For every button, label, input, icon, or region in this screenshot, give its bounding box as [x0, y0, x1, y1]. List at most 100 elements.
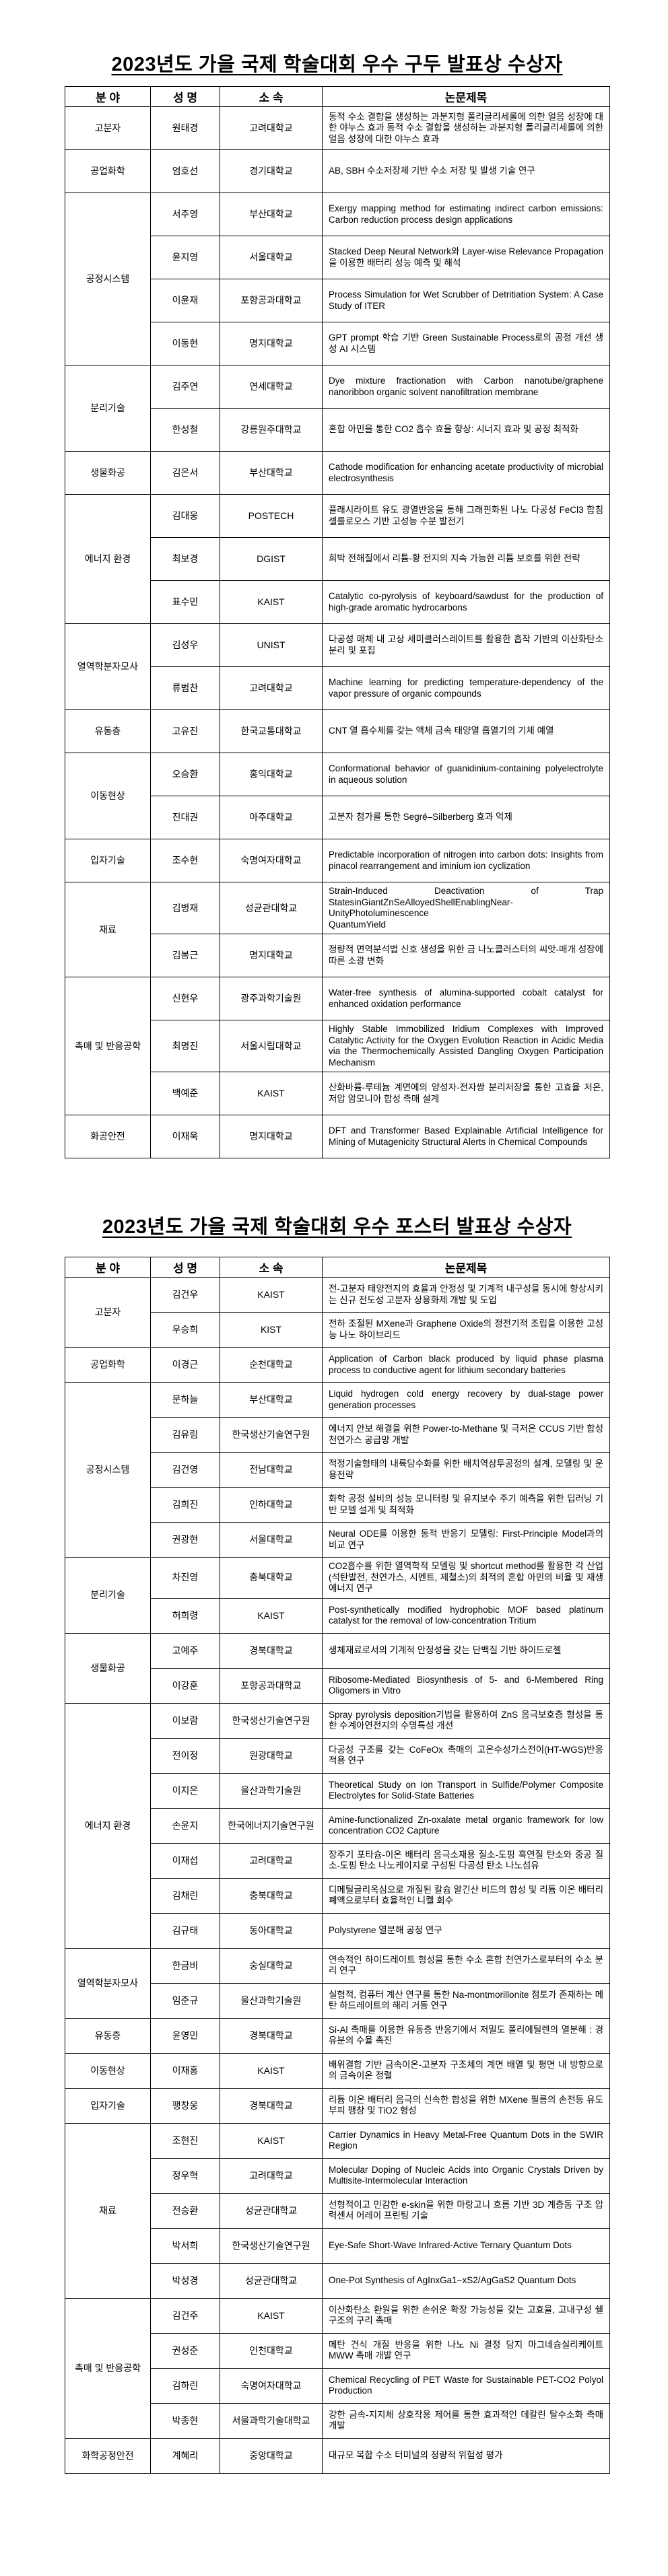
- name-cell: 최보경: [150, 537, 220, 581]
- table-row: 생물화공 고예주 경북대학교 생체재료로서의 기계적 안정성을 갖는 단백질 기반 하…: [65, 1632, 610, 1704]
- affiliation-cell: KAIST: [220, 2297, 323, 2334]
- table-row: 촉매 및 반응공학 신현우 광주과학기술원 Water-free synthesis …: [65, 977, 610, 1115]
- affiliation-cell: 서울시립대학교: [220, 1020, 323, 1072]
- affiliation-cell: 울산과학기술원: [220, 1772, 323, 1809]
- paper-title-cell: 정량적 면역분석법 신호 생성을 위한 금 나노클러스터의 씨앗-매개 성장에 …: [322, 934, 610, 977]
- affiliation-cell: 인하대학교: [220, 1487, 323, 1523]
- paper-title-cell: 연속적인 하이드레이트 형성을 통한 수소 혼합 천연가스로부터의 수소 분리 …: [322, 1947, 610, 1984]
- name-cell: 이재홍: [150, 2052, 220, 2089]
- paper-title-cell: 이산화탄소 환원을 위한 손쉬운 확장 가능성을 갖는 고효율, 고내구성 쉘 …: [322, 2297, 610, 2334]
- paper-title-cell: 에너지 안보 해결을 위한 Power-to-Methane 및 극저온 CCU…: [322, 1417, 610, 1453]
- paper-title-cell: Catalytic co-pyrolysis of keyboard/sawdu…: [322, 580, 610, 624]
- paper-title-cell: 희박 전해질에서 리튬-황 전지의 지속 가능한 리튬 보호를 위한 전략: [322, 537, 610, 581]
- table-row: 촉매 및 반응공학 김건주 KAIST 이산화탄소 환원을 위한 손쉬운 확장 가능성…: [65, 2297, 610, 2439]
- table-row: 손윤지 한국에너지기술연구원 Amine-functionalized Zn-oxa…: [65, 1807, 610, 1844]
- table-row: 윤지영 서울대학교 Stacked Deep Neural Network와 Lay…: [65, 236, 610, 279]
- table-row: 정우혁 고려대학교 Molecular Doping of Nucleic Acid…: [65, 2157, 610, 2194]
- paper-title-cell: 혼합 아민을 통한 CO2 흡수 효율 향상: 시너지 효과 및 공정 최적화: [322, 408, 610, 452]
- field-cell: 생물화공: [65, 451, 151, 495]
- table-row: 이동현상 오승환 홍익대학교 Conformational behavior of g…: [65, 753, 610, 839]
- affiliation-cell: 성균관대학교: [220, 882, 323, 934]
- name-cell: 김하린: [150, 2367, 220, 2404]
- paper-title-cell: 적정기술형태의 내륙담수화를 위한 배치역삼투공정의 설계, 모델링 및 운용전…: [322, 1452, 610, 1488]
- name-cell: 류범찬: [150, 666, 220, 710]
- paper-title-cell: 리튬 이온 배터리 음극의 신속한 합성을 위한 MXene 필름의 손전등 유…: [322, 2087, 610, 2124]
- affiliation-cell: 서울대학교: [220, 236, 323, 279]
- paper-title-cell: Ribosome-Mediated Biosynthesis of 5- and…: [322, 1667, 610, 1704]
- affiliation-cell: 아주대학교: [220, 796, 323, 839]
- paper-title-cell: 생체재료로서의 기계적 안정성을 갖는 단백질 기반 하이드로젤: [322, 1632, 610, 1669]
- name-cell: 김병재: [150, 882, 220, 934]
- header-name: 성 명: [150, 1257, 220, 1278]
- affiliation-cell: 한국생산기술연구원: [220, 2227, 323, 2264]
- name-cell: 한성철: [150, 408, 220, 452]
- paper-title-cell: Theoretical Study on Ion Transport in Su…: [322, 1772, 610, 1809]
- paper-title-cell: 배위결합 기반 금속이온-고분자 구조체의 계면 배열 및 평면 내 방향으로의…: [322, 2052, 610, 2089]
- name-cell: 김건주: [150, 2297, 220, 2334]
- name-cell: 박서희: [150, 2227, 220, 2264]
- name-cell: 김유림: [150, 1417, 220, 1453]
- paper-title-cell: CO2흡수를 위한 열역학적 모델링 및 shortcut method를 활용…: [322, 1557, 610, 1599]
- table-row: 김건영 전남대학교 적정기술형태의 내륙담수화를 위한 배치역삼투공정의 설계, 모…: [65, 1452, 610, 1488]
- field-cell: 공업화학: [65, 1347, 151, 1383]
- paper-title-cell: Highly Stable Immobilized Iridium Comple…: [322, 1020, 610, 1072]
- table-row: 허희령 KAIST Post-synthetically modified hydr…: [65, 1597, 610, 1634]
- name-cell: 김대웅: [150, 494, 220, 538]
- affiliation-cell: KAIST: [220, 1277, 323, 1313]
- table-row: 권성준 인천대학교 메탄 건식 개질 반응을 위한 나노 Ni 결정 담지 마그네슘…: [65, 2332, 610, 2369]
- name-cell: 백예준: [150, 1072, 220, 1115]
- table-row: 전승환 성균관대학교 선형적이고 민감한 e-skin을 위한 마랑고니 흐름 기반…: [65, 2192, 610, 2229]
- affiliation-cell: KAIST: [220, 580, 323, 624]
- paper-title-cell: Process Simulation for Wet Scrubber of D…: [322, 279, 610, 322]
- header-affiliation: 소 속: [220, 1257, 323, 1278]
- paper-title-cell: One-Pot Synthesis of AgInxGa1−xS2/AgGaS2…: [322, 2262, 610, 2299]
- affiliation-cell: 고려대학교: [220, 666, 323, 710]
- field-cell: 분리기술: [65, 365, 151, 452]
- field-cell: 분리기술: [65, 1557, 151, 1634]
- paper-title-cell: Amine-functionalized Zn-oxalate metal or…: [322, 1807, 610, 1844]
- table-row: 우승희 KIST 전하 조절된 MXene과 Graphene Oxide의 정전기…: [65, 1312, 610, 1348]
- field-cell: 촉매 및 반응공학: [65, 2297, 151, 2439]
- affiliation-cell: 한국에너지기술연구원: [220, 1807, 323, 1844]
- affiliation-cell: 부산대학교: [220, 193, 323, 236]
- paper-title-cell: Strain-Induced Deactivation of Trap Stat…: [322, 882, 610, 934]
- name-cell: 조현진: [150, 2122, 220, 2159]
- affiliation-cell: 한국생산기술연구원: [220, 1417, 323, 1453]
- table-row: 권광현 서울대학교 Neural ODE를 이용한 동적 반응기 모델링: Firs…: [65, 1522, 610, 1558]
- header-paper-title: 논문제목: [322, 86, 610, 107]
- paper-title-cell: CNT 열 흡수체를 갖는 액체 금속 태양열 흡열기의 기체 예열: [322, 709, 610, 753]
- table-row: 전이정 원광대학교 다공성 구조를 갖는 CoFeOx 촉매의 고온수성가스전이(H…: [65, 1737, 610, 1774]
- affiliation-cell: 중앙대학교: [220, 2437, 323, 2474]
- name-cell: 윤지영: [150, 236, 220, 279]
- table-body: 고분자 원태경 고려대학교 동적 수소 결합을 생성하는 과분지형 폴리글리세롤에 의…: [65, 106, 610, 1158]
- affiliation-cell: DGIST: [220, 537, 323, 581]
- name-cell: 박종현: [150, 2402, 220, 2439]
- paper-title-cell: Polystyrene 열분해 공정 연구: [322, 1912, 610, 1949]
- field-cell: 입자기술: [65, 839, 151, 882]
- table-row: 표수민 KAIST Catalytic co-pyrolysis of keyboa…: [65, 580, 610, 624]
- paper-title-cell: Water-free synthesis of alumina-supporte…: [322, 977, 610, 1020]
- field-cell: 재료: [65, 2122, 151, 2299]
- name-cell: 고예주: [150, 1632, 220, 1669]
- name-cell: 계혜리: [150, 2437, 220, 2474]
- affiliation-cell: 광주과학기술원: [220, 977, 323, 1020]
- name-cell: 서주영: [150, 193, 220, 236]
- table-row: 박서희 한국생산기술연구원 Eye-Safe Short-Wave Infrared…: [65, 2227, 610, 2264]
- table-row: 화학공정안전 계혜리 중앙대학교 대규모 복합 수소 터미널의 정량적 위험성 평가: [65, 2437, 610, 2474]
- name-cell: 이윤재: [150, 279, 220, 322]
- paper-title-cell: 장주기 포타슘-이온 배터리 음극소재용 질소-도핑 흑연질 탄소와 중공 질소…: [322, 1842, 610, 1879]
- name-cell: 김성우: [150, 623, 220, 667]
- paper-title-cell: 동적 수소 결합을 생성하는 과분지형 폴리글리세롤에 의한 얼음 성장에 대한…: [322, 106, 610, 150]
- table-row: 김희진 인하대학교 화학 공정 설비의 성능 모니터링 및 유지보수 주기 예측을 …: [65, 1487, 610, 1523]
- affiliation-cell: 서울대학교: [220, 1522, 323, 1558]
- name-cell: 이강훈: [150, 1667, 220, 1704]
- header-field: 분 야: [65, 1257, 151, 1278]
- name-cell: 오승환: [150, 753, 220, 796]
- table-body: 고분자 김건우 KAIST 전-고분자 태양전지의 효율과 안정성 및 기계적 내구성…: [65, 1277, 610, 2474]
- name-cell: 이보람: [150, 1702, 220, 1739]
- field-cell: 이동현상: [65, 753, 151, 839]
- name-cell: 이동현: [150, 322, 220, 365]
- name-cell: 우승희: [150, 1312, 220, 1348]
- name-cell: 원태경: [150, 106, 220, 150]
